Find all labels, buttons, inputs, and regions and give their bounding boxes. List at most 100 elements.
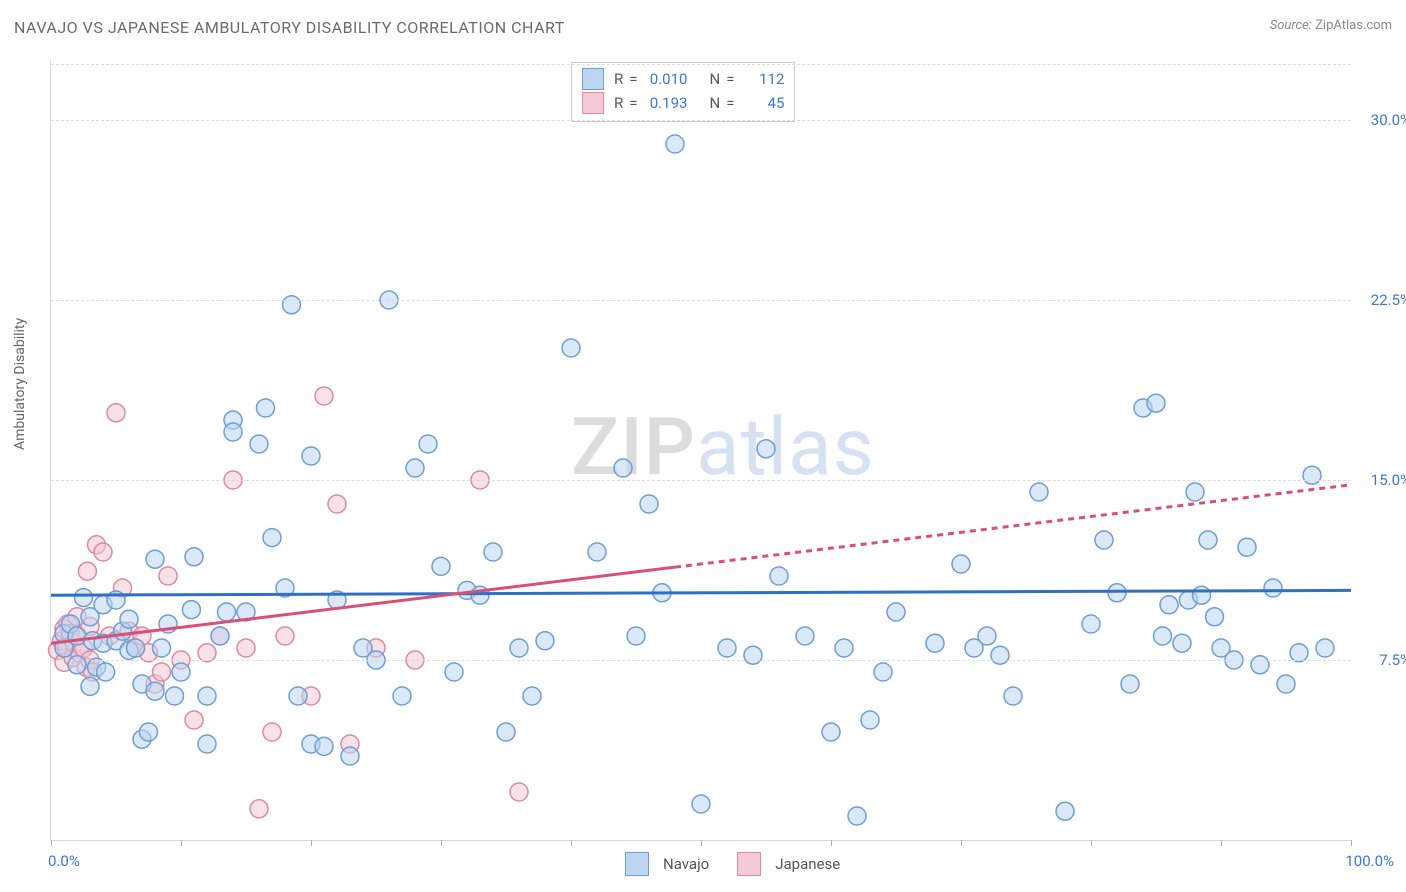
scatter-point — [770, 567, 788, 585]
x-tick — [51, 840, 52, 846]
stat-r-label: R — [614, 94, 623, 112]
scatter-point — [211, 627, 229, 645]
x-tick — [831, 840, 832, 846]
scatter-point — [153, 663, 171, 681]
y-tick-label: 15.0% — [1356, 471, 1406, 489]
equals-sign: = — [629, 94, 637, 112]
scatter-point — [484, 543, 502, 561]
scatter-point — [341, 747, 359, 765]
scatter-point — [166, 687, 184, 705]
scatter-point — [218, 603, 236, 621]
scatter-point — [153, 639, 171, 657]
x-tick — [311, 840, 312, 846]
scatter-point — [250, 800, 268, 818]
scatter-point — [159, 567, 177, 585]
source-label: Source: — [1270, 18, 1312, 33]
gridline — [51, 300, 1351, 301]
x-tick — [181, 840, 182, 846]
square-swatch-icon — [625, 852, 649, 876]
scatter-point — [127, 639, 145, 657]
scatter-point — [666, 135, 684, 153]
scatter-point — [1095, 531, 1113, 549]
scatter-point — [185, 548, 203, 566]
scatter-point — [1251, 656, 1269, 674]
scatter-point — [107, 404, 125, 422]
scatter-point — [926, 634, 944, 652]
scatter-point — [68, 656, 86, 674]
equals-sign: = — [629, 70, 637, 88]
square-swatch-icon — [737, 852, 761, 876]
scatter-point — [276, 627, 294, 645]
x-tick — [571, 840, 572, 846]
stat-r-value: 0.010 — [643, 70, 687, 88]
scatter-point — [172, 663, 190, 681]
scatter-point — [978, 627, 996, 645]
scatter-point — [328, 495, 346, 513]
scatter-point — [146, 550, 164, 568]
scatter-point — [224, 423, 242, 441]
x-tick — [1091, 840, 1092, 846]
legend-label-japanese: Japanese — [775, 855, 840, 873]
scatter-point — [835, 639, 853, 657]
scatter-point — [861, 711, 879, 729]
scatter-point — [81, 677, 99, 695]
square-swatch-icon — [582, 68, 604, 90]
scatter-point — [1160, 596, 1178, 614]
plot-area: ZIPatlas R = 0.010 N = 112 R = 0.193 N =… — [50, 60, 1351, 841]
scatter-point — [991, 646, 1009, 664]
stat-n-label: N — [709, 70, 720, 88]
stat-n-value: 112 — [740, 70, 784, 88]
scatter-point — [393, 687, 411, 705]
scatter-point — [952, 555, 970, 573]
legend-label-navajo: Navajo — [663, 855, 709, 873]
scatter-point — [432, 557, 450, 575]
scatter-point — [146, 682, 164, 700]
x-tick — [1221, 840, 1222, 846]
scatter-point — [523, 687, 541, 705]
stats-legend-box: R = 0.010 N = 112 R = 0.193 N = 45 — [571, 62, 795, 122]
scatter-point — [627, 627, 645, 645]
scatter-point — [315, 737, 333, 755]
scatter-point — [588, 543, 606, 561]
scatter-point — [1316, 639, 1334, 657]
scatter-point — [1108, 584, 1126, 602]
source-attribution: Source: ZipAtlas.com — [1270, 18, 1392, 33]
scatter-point — [78, 562, 96, 580]
scatter-point — [1238, 538, 1256, 556]
square-swatch-icon — [582, 92, 604, 114]
scatter-point — [263, 529, 281, 547]
scatter-point — [283, 296, 301, 314]
scatter-point — [887, 603, 905, 621]
stats-row-navajo: R = 0.010 N = 112 — [582, 67, 784, 91]
x-tick — [701, 840, 702, 846]
scatter-point — [1303, 466, 1321, 484]
scatter-point — [182, 601, 200, 619]
scatter-point — [94, 543, 112, 561]
scatter-point — [718, 639, 736, 657]
scatter-point — [744, 646, 762, 664]
scatter-point — [848, 807, 866, 825]
y-axis-label: Ambulatory Disability — [12, 318, 28, 450]
scatter-point — [536, 632, 554, 650]
scatter-point — [257, 399, 275, 417]
gridline — [51, 480, 1351, 481]
scatter-point — [1264, 579, 1282, 597]
equals-sign: = — [726, 70, 734, 88]
scatter-point — [1030, 483, 1048, 501]
scatter-point — [640, 495, 658, 513]
x-tick — [441, 840, 442, 846]
scatter-point — [1277, 675, 1295, 693]
scatter-point — [822, 723, 840, 741]
chart-title: NAVAJO VS JAPANESE AMBULATORY DISABILITY… — [14, 18, 565, 37]
scatter-point — [757, 440, 775, 458]
stats-row-japanese: R = 0.193 N = 45 — [582, 91, 784, 115]
scatter-point — [97, 663, 115, 681]
scatter-point — [250, 435, 268, 453]
scatter-point — [140, 723, 158, 741]
scatter-point — [198, 735, 216, 753]
scatter-point — [289, 687, 307, 705]
scatter-point — [198, 687, 216, 705]
scatter-point — [796, 627, 814, 645]
scatter-point — [1193, 586, 1211, 604]
y-tick-label: 30.0% — [1356, 111, 1406, 129]
